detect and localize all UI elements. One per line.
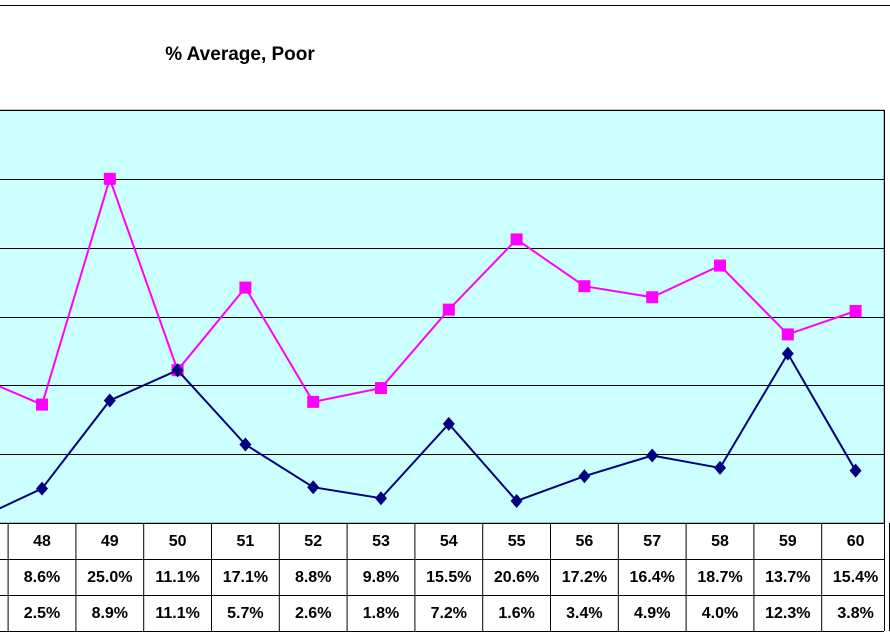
data-label: 25.0% bbox=[87, 569, 132, 586]
marker bbox=[646, 291, 659, 304]
marker bbox=[646, 448, 659, 463]
marker bbox=[239, 437, 252, 452]
data-label: 1.8% bbox=[363, 605, 399, 622]
x-tick-label: 52 bbox=[304, 533, 322, 550]
marker bbox=[442, 303, 455, 316]
x-tick-label: 51 bbox=[237, 533, 255, 550]
data-label: 8.8% bbox=[295, 569, 331, 586]
data-label: 13.7% bbox=[765, 569, 810, 586]
data-label: 11.1% bbox=[155, 605, 199, 622]
marker bbox=[36, 398, 48, 411]
marker bbox=[578, 469, 591, 484]
marker bbox=[781, 328, 794, 341]
x-tick-label: 54 bbox=[440, 533, 458, 550]
data-label: 3.8% bbox=[837, 605, 873, 622]
x-tick-label: 60 bbox=[847, 533, 865, 550]
marker bbox=[171, 363, 184, 378]
marker bbox=[442, 416, 455, 431]
x-tick-label: 55 bbox=[508, 533, 526, 550]
marker bbox=[714, 259, 726, 272]
series-line bbox=[0, 175, 856, 406]
series-line bbox=[0, 351, 857, 510]
marker bbox=[510, 233, 523, 246]
data-label: 18.7% bbox=[697, 569, 742, 586]
marker bbox=[578, 280, 591, 293]
marker bbox=[375, 382, 387, 395]
marker bbox=[781, 346, 794, 361]
marker bbox=[849, 463, 862, 478]
x-tick-label: 49 bbox=[101, 533, 119, 550]
x-tick-label: 58 bbox=[711, 533, 729, 550]
marker bbox=[849, 304, 862, 317]
marker bbox=[307, 395, 320, 408]
x-tick-label: 50 bbox=[169, 533, 187, 550]
data-label: 8.9% bbox=[92, 605, 128, 622]
marker bbox=[103, 172, 116, 185]
x-tick-label: 59 bbox=[779, 533, 797, 550]
chart-title: % Average, Poor bbox=[165, 44, 315, 65]
data-label: 16.4% bbox=[630, 569, 675, 586]
data-label: 1.6% bbox=[498, 605, 534, 622]
marker bbox=[239, 281, 252, 294]
data-label: 2.5% bbox=[24, 605, 60, 622]
data-label: 8.6% bbox=[24, 569, 60, 586]
data-label: 15.5% bbox=[426, 569, 471, 586]
marker bbox=[510, 493, 523, 508]
data-label: 20.6% bbox=[494, 569, 539, 586]
data-label: 4.9% bbox=[634, 605, 670, 622]
data-label: 3.4% bbox=[566, 605, 602, 622]
marker bbox=[375, 491, 387, 506]
data-label: 7.2% bbox=[431, 605, 467, 622]
x-tick-label: 57 bbox=[643, 533, 661, 550]
x-tick-label: 48 bbox=[33, 533, 51, 550]
data-label: 9.8% bbox=[363, 569, 399, 586]
marker bbox=[307, 480, 320, 495]
data-label: 17.2% bbox=[562, 569, 607, 586]
data-label: 5.7% bbox=[227, 605, 263, 622]
x-tick-label: 56 bbox=[576, 533, 594, 550]
marker bbox=[103, 393, 116, 408]
data-label: 17.1% bbox=[223, 569, 268, 586]
data-label: 12.3% bbox=[765, 605, 810, 622]
marker bbox=[36, 481, 48, 496]
data-label: 15.4% bbox=[833, 569, 878, 586]
data-label: 11.1% bbox=[155, 569, 199, 586]
x-tick-label: 53 bbox=[372, 533, 390, 550]
data-label: 4.0% bbox=[702, 605, 738, 622]
data-label: 2.6% bbox=[295, 605, 331, 622]
marker bbox=[714, 460, 726, 475]
